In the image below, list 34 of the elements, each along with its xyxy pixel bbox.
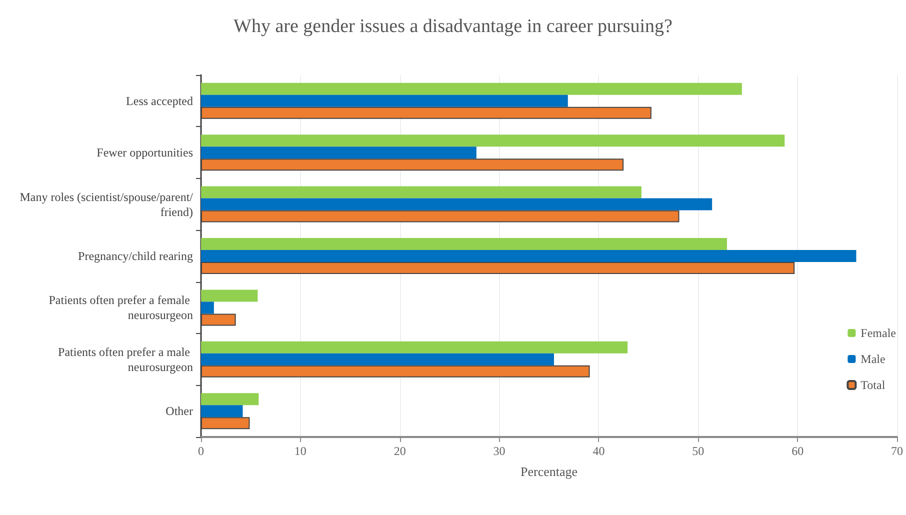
bar — [201, 134, 785, 147]
bar — [201, 290, 258, 302]
bar — [201, 238, 727, 250]
y-tick-label: Other — [166, 404, 193, 418]
bar — [201, 94, 568, 107]
bar — [201, 186, 642, 198]
bar — [201, 146, 476, 159]
bar — [201, 198, 712, 210]
x-tick-label: 0 — [198, 444, 204, 458]
bar — [201, 353, 554, 366]
bar — [201, 341, 628, 354]
legend-label: Female — [860, 326, 896, 340]
bar — [201, 393, 259, 406]
legend-label: Male — [860, 352, 886, 366]
x-tick-label: 60 — [792, 444, 804, 458]
x-tick-label: 50 — [692, 444, 704, 458]
bar — [201, 405, 243, 418]
legend-label: Total — [860, 378, 886, 392]
y-tick-label: Patients often prefer a female neurosurgeon — [48, 293, 193, 322]
y-tick-label: Fewer opportunities — [96, 146, 194, 160]
x-tick-label: 10 — [294, 444, 306, 458]
x-tick-label: 70 — [891, 444, 903, 458]
chart-title: Why are gender issues a disadvantage in career pursuing? — [234, 16, 672, 37]
y-tick-label: Less accepted — [126, 94, 193, 108]
y-tick-label: Pregnancy/child rearing — [78, 249, 193, 263]
x-tick-label: 20 — [394, 444, 406, 458]
y-tick-label: Patients often prefer a male neurosurgeon — [58, 344, 193, 374]
y-tick-label: Many roles (scientist/spouse/parent/friend) — [20, 190, 194, 219]
x-axis-title: Percentage — [520, 464, 578, 479]
bar — [201, 250, 856, 262]
bar — [201, 82, 742, 95]
x-tick-label: 40 — [592, 444, 605, 458]
bar — [201, 302, 214, 314]
x-tick-label: 30 — [493, 444, 506, 458]
